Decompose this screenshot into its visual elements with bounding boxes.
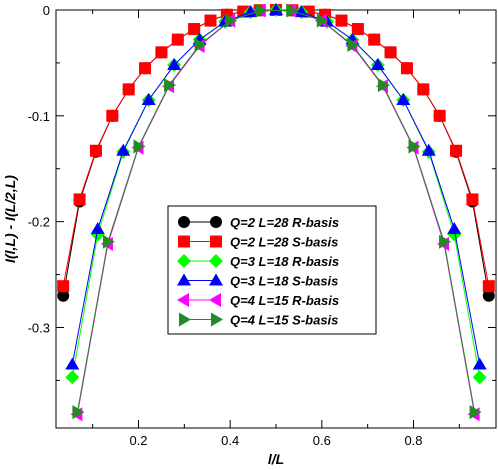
data-point — [255, 3, 268, 18]
data-point — [286, 3, 299, 18]
axis-ticks: 0.2 0.4 0.6 0.8 0 -0.1 -0.2 -0.3 — [28, 3, 496, 448]
legend-marker — [179, 312, 191, 327]
legend-item-3: Q=3 L=18 S-basis — [177, 273, 338, 289]
data-point — [469, 405, 482, 420]
data-point — [141, 92, 156, 105]
data-point — [65, 370, 80, 385]
data-point — [204, 14, 217, 27]
data-point — [421, 143, 436, 156]
data-point — [447, 222, 462, 235]
data-point — [368, 33, 381, 46]
data-point — [316, 13, 329, 28]
data-point — [335, 14, 348, 27]
legend-marker — [210, 235, 222, 248]
data-point — [243, 5, 258, 18]
legend-label: Q=3 L=18 S-basis — [230, 274, 338, 289]
legend-marker — [178, 216, 190, 228]
legend-marker — [177, 273, 191, 286]
data-point — [171, 33, 184, 46]
legend-label: Q=2 L=28 R-basis — [230, 215, 339, 230]
data-point — [472, 370, 487, 385]
legend-label: Q=3 L=18 R-basis — [230, 254, 339, 269]
data-point — [396, 92, 411, 105]
legend-item-0: Q=2 L=28 R-basis — [178, 215, 339, 230]
data-point — [194, 37, 207, 52]
data-point — [294, 5, 309, 18]
y-tick-label-1: -0.1 — [28, 109, 50, 124]
data-point — [116, 143, 131, 156]
data-point — [155, 46, 168, 59]
data-point — [417, 83, 430, 96]
data-point — [122, 83, 135, 96]
legend-item-5: Q=4 L=15 S-basis — [179, 312, 338, 328]
legend-box — [167, 205, 377, 335]
data-point — [167, 58, 182, 71]
data-point — [408, 139, 421, 154]
legend-item-1: Q=2 L=28 S-basis — [178, 235, 338, 250]
x-tick-label-2: 0.6 — [313, 433, 331, 448]
y-tick-label-3: -0.3 — [28, 320, 50, 335]
data-point — [73, 193, 86, 206]
data-point — [482, 280, 495, 293]
data-point — [164, 78, 177, 93]
data-point — [102, 234, 115, 249]
data-point — [377, 78, 390, 93]
legend: Q=2 L=28 R-basis Q=2 L=28 S-basis Q=3 L=18… — [167, 205, 377, 335]
series-5 — [72, 3, 482, 420]
legend-item-2: Q=3 L=18 R-basis — [177, 254, 339, 269]
x-tick-label-0: 0.2 — [129, 433, 147, 448]
legend-marker — [211, 312, 223, 327]
legend-marker — [210, 216, 222, 228]
y-tick-label-0: 0 — [43, 3, 50, 18]
x-tick-label-1: 0.4 — [221, 433, 239, 448]
data-point — [106, 109, 119, 122]
data-point — [89, 144, 102, 157]
x-axis-label: l/L — [268, 451, 284, 467]
data-point — [370, 58, 385, 71]
legend-marker — [177, 293, 189, 307]
data-point — [90, 222, 105, 235]
data-point — [466, 193, 479, 206]
data-point — [472, 357, 487, 370]
legend-marker — [178, 235, 190, 248]
legend-label: Q=4 L=15 S-basis — [230, 313, 338, 328]
x-tick-label-3: 0.8 — [404, 433, 422, 448]
legend-marker — [209, 254, 223, 268]
data-point — [384, 46, 397, 59]
data-point — [269, 3, 283, 15]
legend-marker — [177, 254, 191, 268]
data-point — [433, 109, 446, 122]
legend-marker — [209, 273, 223, 286]
legend-item-4: Q=4 L=15 R-basis — [177, 293, 339, 308]
data-point — [400, 62, 413, 75]
data-point — [450, 144, 463, 157]
legend-label: Q=4 L=15 R-basis — [230, 293, 339, 308]
data-point — [139, 62, 152, 75]
series-layer — [57, 3, 495, 422]
data-point — [347, 37, 360, 52]
data-point — [439, 234, 452, 249]
legend-marker — [209, 293, 221, 307]
series-line-5 — [76, 10, 476, 413]
y-axis-label: I(l,L) - I(L/2,L) — [2, 175, 18, 263]
data-point — [225, 13, 238, 28]
data-point — [57, 289, 70, 302]
data-point — [65, 357, 80, 370]
data-point — [133, 139, 146, 154]
legend-label: Q=2 L=28 S-basis — [230, 235, 338, 250]
data-point — [351, 23, 364, 36]
y-tick-label-2: -0.2 — [28, 215, 50, 230]
data-point — [57, 280, 70, 293]
data-point — [72, 405, 85, 420]
data-point — [482, 289, 495, 302]
data-point — [188, 23, 201, 36]
